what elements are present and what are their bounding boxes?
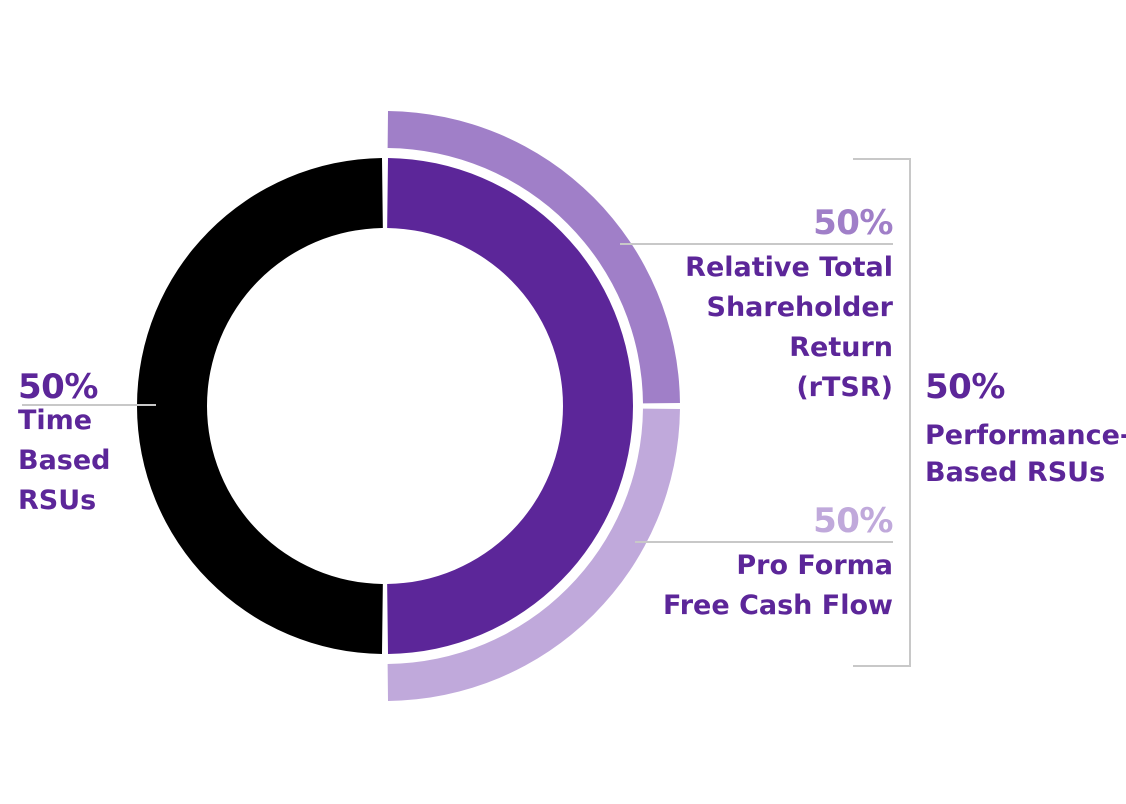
- time-based-label: 50% Time Based RSUs: [18, 370, 111, 521]
- fcf-outer-arc: [387, 408, 680, 701]
- rtsr-label: 50% Relative Total Shareholder Return (r…: [685, 206, 893, 408]
- rtsr-text: Relative Total Shareholder Return (rTSR): [685, 252, 893, 403]
- performance-bracket: [853, 158, 911, 667]
- fcf-label: 50% Pro Forma Free Cash Flow: [663, 504, 893, 626]
- performance-based-label: 50% Performance- Based RSUs: [925, 370, 1126, 491]
- rtsr-percent: 50%: [813, 203, 893, 243]
- time-based-percent: 50%: [18, 367, 98, 407]
- time-based-text: Time Based RSUs: [18, 405, 111, 516]
- time-based-segment: [136, 158, 383, 654]
- fcf-percent: 50%: [813, 501, 893, 541]
- performance-based-percent: 50%: [925, 367, 1005, 407]
- rtsr-outer-arc: [387, 111, 680, 404]
- fcf-text: Pro Forma Free Cash Flow: [663, 550, 893, 621]
- performance-based-segment: [387, 158, 634, 654]
- performance-based-text: Performance- Based RSUs: [925, 420, 1126, 488]
